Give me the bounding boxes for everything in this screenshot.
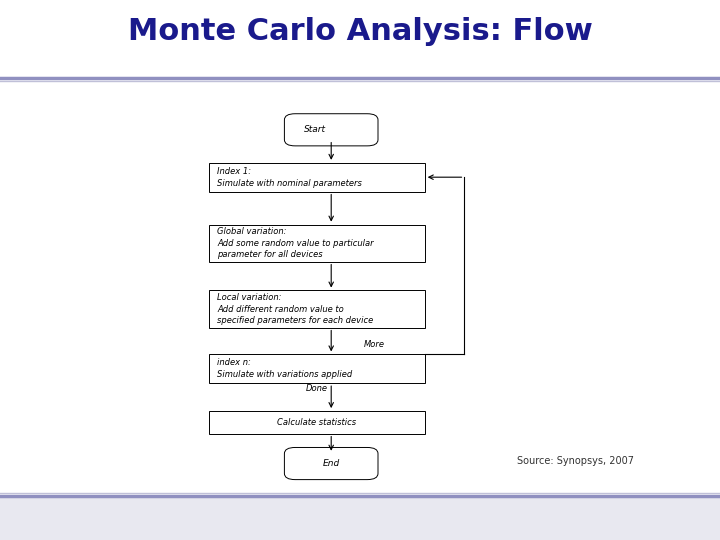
Text: Sill, HSpice: Sill, HSpice [605,513,667,523]
FancyBboxPatch shape [209,354,425,383]
Text: Local variation:
Add different random value to
specified parameters for each dev: Local variation: Add different random va… [217,293,374,325]
Text: End: End [323,459,340,468]
Text: Index 1:
Simulate with nominal parameters: Index 1: Simulate with nominal parameter… [217,167,362,187]
Text: index n:
Simulate with variations applied: index n: Simulate with variations applie… [217,359,353,379]
Text: Monte Carlo Analysis: Flow: Monte Carlo Analysis: Flow [127,17,593,46]
FancyBboxPatch shape [284,114,378,146]
Text: 96: 96 [678,511,695,524]
FancyBboxPatch shape [284,448,378,480]
Text: Done: Done [306,384,328,393]
Text: Start: Start [304,125,326,134]
Text: More: More [364,340,385,349]
Text: Global variation:
Add some random value to particular
parameter for all devices: Global variation: Add some random value … [217,227,374,259]
Text: Copyright Sill, 2008: Copyright Sill, 2008 [14,513,124,523]
Text: Calculate statistics: Calculate statistics [277,418,356,427]
FancyBboxPatch shape [209,291,425,328]
FancyBboxPatch shape [209,225,425,262]
FancyBboxPatch shape [209,163,425,192]
FancyBboxPatch shape [209,411,425,434]
Text: Source: Synopsys, 2007: Source: Synopsys, 2007 [517,456,634,467]
